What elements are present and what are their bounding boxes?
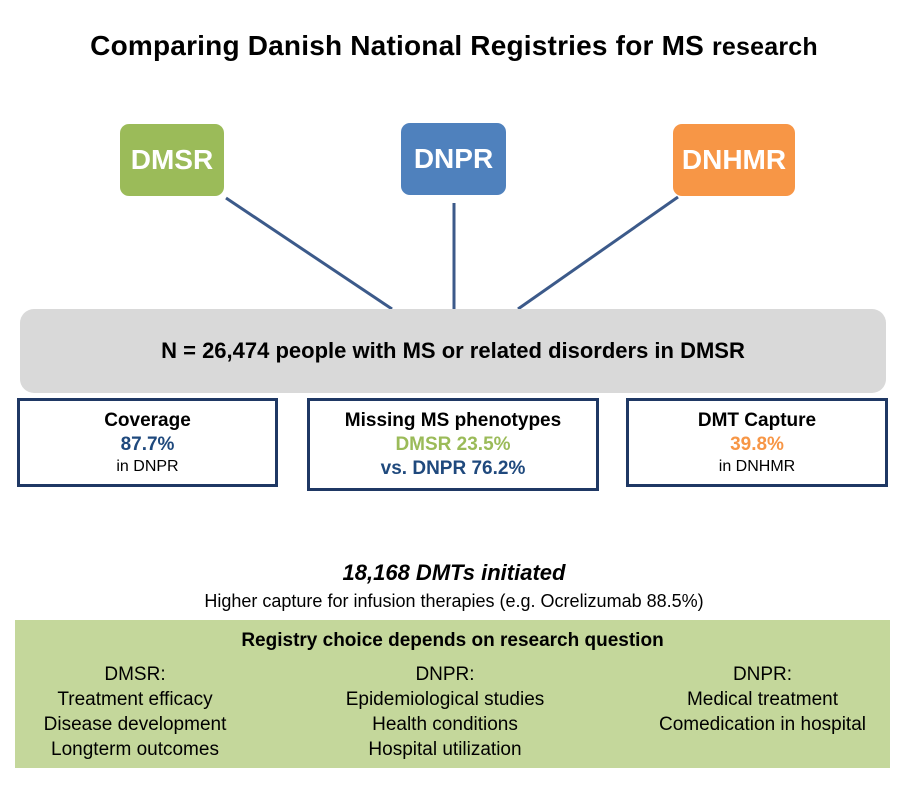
population-text: N = 26,474 people with MS or related dis… — [161, 338, 745, 363]
dmts-initiated-title: 18,168 DMTs initiated — [342, 560, 566, 585]
registry-choice-heading: Registry choice depends on research ques… — [241, 630, 664, 651]
choice-column-dnpr: DNPR: Epidemiological studies Health con… — [305, 662, 585, 762]
page-title: Comparing Danish National Registries for… — [0, 30, 908, 62]
column-item: Treatment efficacy — [57, 689, 213, 710]
dmt-value: 39.8% — [730, 434, 784, 455]
dmt-note: in DNHMR — [718, 458, 796, 475]
choice-column-dnpr-treatment: DNPR: Medical treatment Comedication in … — [635, 662, 890, 737]
missing-phenotypes-box: Missing MS phenotypes DMSR 23.5% vs. DNP… — [307, 398, 599, 491]
column-label: DMSR: — [104, 664, 166, 685]
dmt-capture-box: DMT Capture 39.8% in DNHMR — [626, 398, 888, 487]
registry-dnpr: DNPR — [401, 123, 506, 195]
registry-choice-panel: Registry choice depends on research ques… — [15, 620, 890, 768]
population-banner: N = 26,474 people with MS or related dis… — [20, 309, 886, 393]
column-item: Hospital utilization — [368, 739, 522, 760]
column-item: Epidemiological studies — [345, 689, 545, 710]
column-item: Health conditions — [372, 714, 518, 735]
coverage-note: in DNPR — [116, 458, 179, 475]
coverage-value: 87.7% — [120, 434, 175, 455]
missing-heading: Missing MS phenotypes — [344, 410, 562, 431]
column-item: Disease development — [43, 714, 227, 735]
connector-dmsr — [225, 196, 393, 311]
coverage-box: Coverage 87.7% in DNPR — [17, 398, 278, 487]
connector-dnhmr — [517, 195, 679, 311]
registry-dmsr: DMSR — [120, 124, 224, 196]
coverage-heading: Coverage — [104, 410, 191, 431]
column-item: Longterm outcomes — [51, 739, 219, 760]
choice-column-dmsr: DMSR: Treatment efficacy Disease develop… — [15, 662, 255, 762]
registry-dnhmr: DNHMR — [673, 124, 795, 196]
column-item: Medical treatment — [686, 689, 838, 710]
missing-dmsr-value: DMSR 23.5% — [395, 434, 511, 455]
column-label: DNPR: — [732, 664, 793, 685]
dmt-heading: DMT Capture — [697, 410, 817, 431]
column-item: Comedication in hospital — [658, 714, 866, 735]
title-suffix: research — [711, 33, 818, 61]
dmts-initiated-subtitle: Higher capture for infusion therapies (e… — [204, 591, 704, 611]
title-main: Comparing Danish National Registries for… — [90, 30, 704, 61]
missing-dnpr-value: vs. DNPR 76.2% — [380, 458, 526, 479]
column-label: DNPR: — [415, 664, 475, 685]
